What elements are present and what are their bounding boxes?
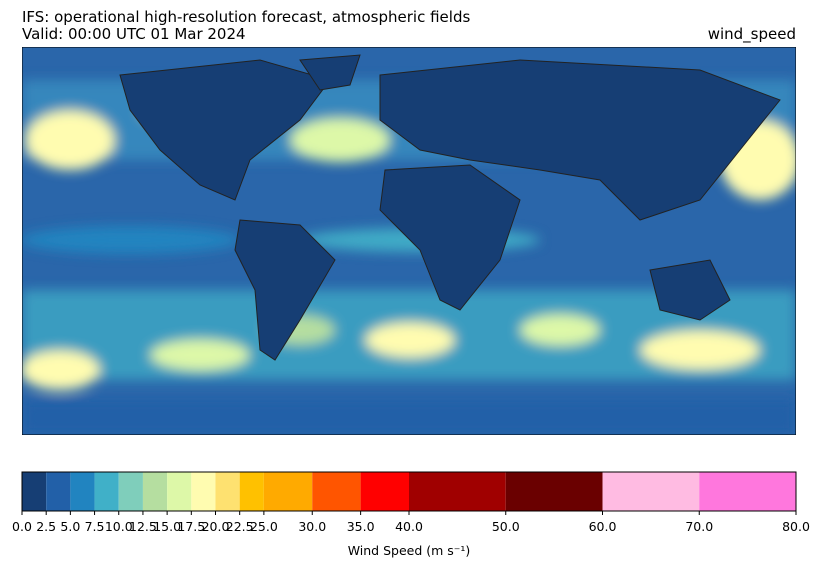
colorbar-segment	[505, 472, 603, 511]
colorbar-segment	[602, 472, 700, 511]
colorbar-segment	[360, 472, 409, 511]
tick-label: 60.0	[589, 519, 617, 534]
map	[22, 47, 796, 435]
tick-label: 5.0	[60, 519, 80, 534]
colorbar: 0.0 2.5 5.0 7.5 10.012.515.017.520.022.525.0…	[12, 472, 810, 534]
colorbar-segment	[239, 472, 264, 511]
colorbar-segment	[22, 472, 47, 511]
tick-label: 70.0	[685, 519, 713, 534]
colorbar-segment	[167, 472, 192, 511]
tick-label: 20.0	[202, 519, 230, 534]
colorbar-segment	[699, 472, 796, 511]
colorbar-label: Wind Speed (m s⁻¹)	[348, 543, 471, 558]
tick-label: 80.0	[782, 519, 810, 534]
colorbar-segment	[118, 472, 143, 511]
continents	[119, 54, 781, 361]
tick-label: 2.5	[36, 519, 56, 534]
title: IFS: operational high-resolution forecas…	[22, 8, 470, 26]
tick-label: 50.0	[492, 519, 520, 534]
colorbar-segment	[142, 472, 168, 511]
tick-label: 0.0	[12, 519, 32, 534]
colorbar-segment	[312, 472, 361, 511]
colorbar-frame	[21, 471, 797, 512]
colorbar-segment	[215, 472, 240, 511]
colorbar-segment	[263, 472, 313, 511]
colorbar-segment	[70, 472, 95, 511]
subtitle: Valid: 00:00 UTC 01 Mar 2024	[22, 25, 246, 43]
tick-label: 15.0	[153, 519, 181, 534]
colorbar-segment	[46, 472, 71, 511]
tick-label: 35.0	[347, 519, 375, 534]
tick-label: 30.0	[298, 519, 326, 534]
tick-label: 25.0	[250, 519, 278, 534]
tick-label: 7.5	[85, 519, 105, 534]
tick-label: 22.5	[226, 519, 254, 534]
colorbar-segment	[94, 472, 119, 511]
tick-label: 17.5	[177, 519, 205, 534]
colorbar-segment	[409, 472, 506, 511]
tick-label: 12.5	[129, 519, 157, 534]
colorbar-segment	[191, 472, 216, 511]
tick-label: 40.0	[395, 519, 423, 534]
tick-label: 10.0	[105, 519, 133, 534]
variable-name: wind_speed	[708, 25, 796, 44]
